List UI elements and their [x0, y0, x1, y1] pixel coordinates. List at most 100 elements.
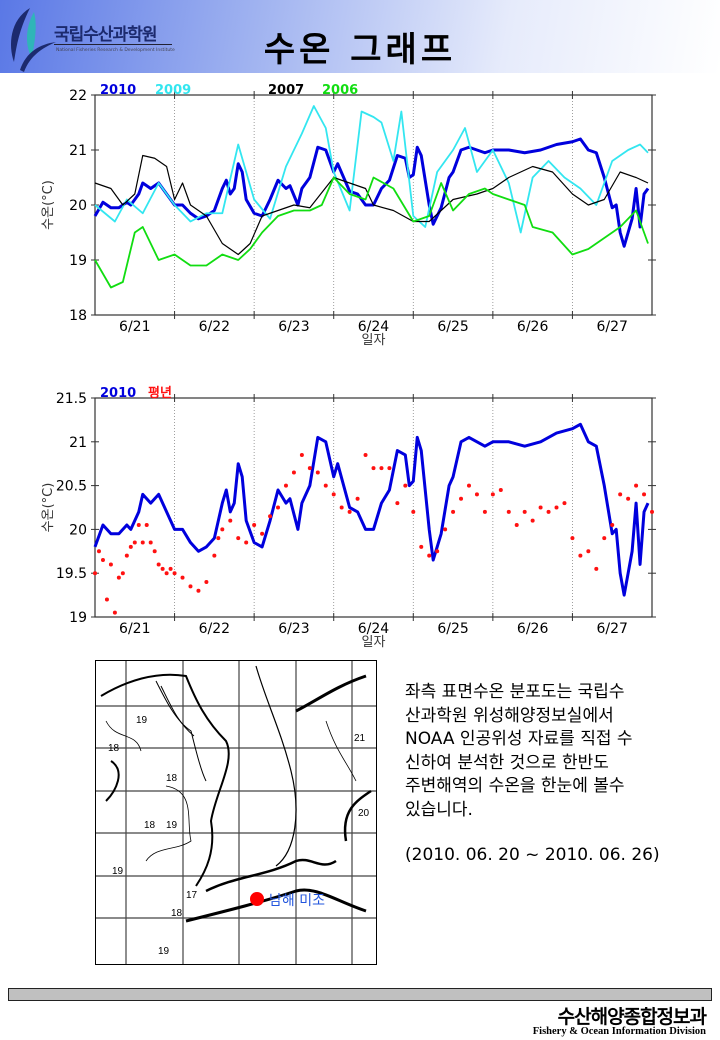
series-line-2010: [93, 137, 650, 248]
normal-temp-point: [268, 514, 273, 519]
normal-temp-point: [387, 466, 392, 471]
water-temp-chart-normal: 6/21 6/22 6/23 6/24 6/25 6/26 6/27 19 19.5 20 20.5…: [41, 385, 656, 650]
normal-temp-point: [602, 536, 607, 541]
y-tick-label: 19.5: [56, 566, 87, 582]
x-tick-label: 6/27: [596, 319, 627, 335]
y-tick-label: 19: [69, 610, 87, 626]
normal-temp-point: [212, 553, 217, 558]
footer-division-ko: 수산해양종합정보과: [557, 1006, 707, 1028]
normal-temp-point: [160, 566, 165, 571]
x-tick-label: 6/23: [278, 319, 309, 335]
x-tick-label: 6/25: [437, 621, 468, 637]
page-title: 수온 그래프: [263, 30, 457, 70]
footer-bar: [8, 988, 712, 1001]
series-line-2009: [94, 105, 649, 234]
description-line: 있습니다.: [405, 799, 473, 820]
normal-temp-point: [586, 549, 591, 554]
description-line: 주변해역의 수온을 한눈에 볼수: [405, 776, 625, 796]
x-tick-label: 6/24: [358, 621, 390, 637]
description-line: 신하여 분석한 것으로 한반도: [405, 752, 609, 773]
normal-temp-point: [355, 496, 360, 501]
x-tick-label: 6/25: [437, 319, 468, 335]
normal-temp-point: [168, 566, 173, 571]
normal-temp-point: [164, 571, 169, 576]
normal-temp-point: [490, 492, 495, 497]
normal-temp-point: [204, 579, 209, 584]
x-tick-label: 6/26: [517, 621, 549, 637]
x-tick-label: 6/26: [517, 319, 549, 335]
description-line: 산과학원 위성해양정보실에서: [405, 705, 614, 726]
contour-label: 20: [358, 808, 370, 819]
y-tick-label: 20: [69, 522, 87, 538]
x-tick-label: 6/23: [278, 621, 309, 637]
normal-temp-point: [180, 575, 185, 580]
normal-temp-point: [554, 505, 559, 510]
normal-temp-point: [459, 496, 464, 501]
normal-temp-point: [228, 518, 233, 523]
normal-temp-point: [379, 466, 384, 471]
normal-temp-point: [323, 483, 328, 488]
normal-temp-point: [260, 531, 265, 536]
fish-logo-icon: [11, 8, 56, 72]
description-line: 좌측 표면수온 분포도는 국립수: [405, 682, 625, 702]
date-range: (2010. 06. 20 ~ 2010. 06. 26): [405, 845, 660, 865]
normal-temp-point: [482, 509, 487, 514]
y-tick-label: 21.5: [56, 391, 87, 407]
normal-temp-point: [220, 527, 225, 532]
sst-contour-map: 19 18 18 18 19 19 21 20 17 18 19 남해 미조: [96, 661, 376, 964]
normal-temp-point: [435, 549, 440, 554]
normal-temp-point: [498, 487, 503, 492]
y-tick-label: 21: [69, 143, 87, 159]
legend-2010: 2010: [100, 83, 136, 98]
legend-2010: 2010: [100, 386, 136, 401]
sst-map: 19 18 18 18 19 19 21 20 17 18 19 남해 미조: [95, 660, 377, 965]
x-tick-label: 6/27: [596, 621, 627, 637]
normal-temp-point: [156, 562, 161, 567]
water-temp-chart-yearly: 6/21 6/22 6/23 6/24 6/25 6/26 6/27 18 19 20 21 22 일자…: [41, 83, 656, 348]
normal-temp-point: [634, 483, 639, 488]
series-line-2010: [93, 422, 650, 597]
normal-temp-point: [506, 509, 511, 514]
normal-temp-point: [642, 492, 647, 497]
x-tick-label: 6/21: [119, 621, 150, 637]
contour-label: 21: [354, 733, 366, 744]
normal-temp-point: [347, 509, 352, 514]
normal-temp-point: [172, 571, 177, 576]
normal-temp-point: [152, 549, 157, 554]
normal-temp-point: [570, 536, 575, 541]
normal-temp-point: [339, 505, 344, 510]
normal-temp-point: [474, 492, 479, 497]
org-subtitle: National Fisheries Research & Developmen…: [56, 48, 175, 53]
contour-label: 19: [112, 866, 124, 877]
normal-temp-point: [196, 588, 201, 593]
normal-temp-point: [363, 452, 368, 457]
normal-temp-point: [112, 610, 117, 615]
contour-label: 18: [108, 743, 120, 754]
normal-temp-point: [116, 575, 121, 580]
normal-temp-point: [427, 553, 432, 558]
x-tick-label: 6/22: [199, 621, 230, 637]
y-tick-label: 20: [69, 198, 87, 214]
normal-temp-point: [443, 527, 448, 532]
normal-temp-point: [93, 571, 97, 576]
contour-label: 18: [166, 773, 178, 784]
normal-temp-point: [522, 509, 527, 514]
series-line-2006: [94, 176, 649, 289]
normal-temp-point: [578, 553, 583, 558]
normal-temp-point: [216, 536, 221, 541]
normal-temp-point: [299, 452, 304, 457]
normal-temp-point: [451, 509, 456, 514]
x-axis-label: 일자: [362, 635, 386, 650]
y-tick-label: 21: [69, 435, 87, 451]
normal-temp-point: [291, 470, 296, 475]
contour-label: 17: [186, 890, 198, 901]
normal-temp-point: [331, 492, 336, 497]
normal-temp-point: [538, 505, 543, 510]
normal-temp-point: [466, 483, 471, 488]
normal-temp-point: [236, 536, 241, 541]
legend-2006: 2006: [322, 83, 358, 98]
contour-label: 19: [166, 820, 178, 831]
normal-temp-point: [140, 540, 145, 545]
location-marker: [250, 892, 264, 906]
normal-temp-point: [395, 501, 400, 506]
